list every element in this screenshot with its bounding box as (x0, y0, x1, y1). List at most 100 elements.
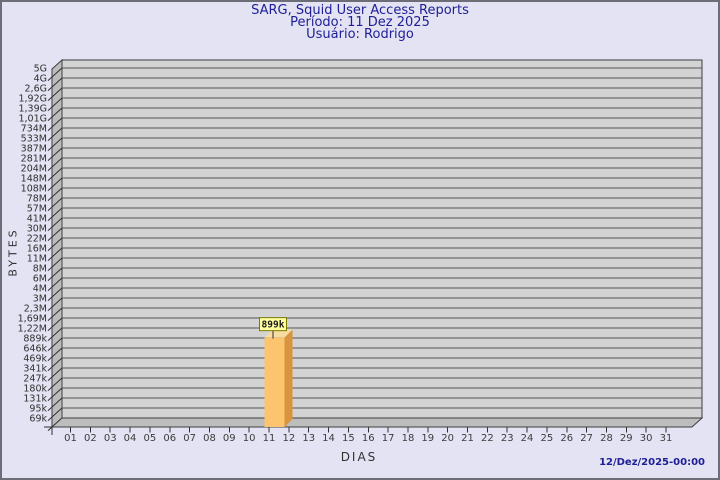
y-tick-label: 1,92G (18, 94, 47, 105)
y-tick-label: 108M (21, 184, 47, 195)
y-tick-label: 69k (29, 414, 47, 425)
y-tick (47, 317, 63, 331)
y-tick (47, 337, 63, 351)
x-tick-label: 26 (560, 433, 573, 444)
y-tick-label: 204M (21, 164, 47, 175)
x-tick-label: 11 (263, 433, 276, 444)
x-tick-label: 03 (104, 433, 117, 444)
x-tick-label: 28 (600, 433, 613, 444)
y-tick-label: 533M (21, 134, 47, 145)
y-tick-label: 889k (23, 334, 47, 345)
x-tick-label: 18 (402, 433, 415, 444)
x-tick-label: 31 (660, 433, 673, 444)
y-tick (47, 327, 63, 341)
y-tick-label: 11M (27, 254, 47, 265)
bar-value-callout (259, 317, 287, 332)
y-tick (47, 257, 63, 271)
y-tick (47, 137, 63, 151)
x-tick-label: 25 (541, 433, 554, 444)
y-tick-label: 1,69M (18, 314, 47, 325)
y-tick (47, 207, 63, 221)
y-tick (47, 387, 63, 401)
report-timestamp: 12/Dez/2025-00:00 (599, 457, 705, 468)
y-axis-title: BYTES (6, 227, 20, 277)
x-tick-label: 15 (342, 433, 355, 444)
y-tick (47, 367, 63, 381)
x-tick-label: 14 (322, 433, 335, 444)
y-tick-label: 4G (34, 74, 47, 85)
y-tick (47, 237, 63, 251)
y-tick (47, 377, 63, 391)
y-tick (47, 187, 63, 201)
y-tick-label: 22M (27, 234, 47, 245)
report-header: SARG, Squid User Access Reports Período:… (2, 3, 718, 42)
x-tick-label: 02 (84, 433, 97, 444)
y-tick (47, 397, 63, 411)
y-tick (47, 197, 63, 211)
floor (50, 417, 704, 428)
y-tick-label: 95k (29, 404, 47, 415)
x-tick-label: 27 (580, 433, 593, 444)
y-tick-label: 2,6G (25, 84, 47, 95)
report-title: SARG, Squid User Access Reports (251, 3, 469, 18)
bar-front (264, 337, 285, 427)
x-tick-label: 22 (481, 433, 494, 444)
y-tick (47, 307, 63, 321)
y-tick (47, 287, 63, 301)
y-tick-label: 387M (21, 144, 47, 155)
y-tick-label: 2,3M (24, 304, 47, 315)
plot-back-wall (61, 59, 703, 419)
x-axis-title: DIAS (340, 450, 378, 464)
bar-side (284, 329, 293, 427)
y-tick-label: 281M (21, 154, 47, 165)
y-tick-label: 131k (23, 394, 47, 405)
x-tick-label: 06 (163, 433, 176, 444)
y-tick (47, 247, 63, 261)
y-tick (47, 127, 63, 141)
x-tick-label: 17 (382, 433, 395, 444)
x-tick-label: 10 (243, 433, 256, 444)
y-tick-label: 3M (33, 294, 47, 305)
y-tick-label: 30M (27, 224, 47, 235)
y-tick-label: 1,39G (18, 104, 47, 115)
y-tick-label: 5G (34, 64, 47, 75)
x-tick-label: 12 (282, 433, 295, 444)
y-tick-label: 148M (21, 174, 47, 185)
y-tick (47, 87, 63, 101)
y-tick-label: 16M (27, 244, 47, 255)
report-user: Usuário: Rodrigo (306, 27, 414, 42)
y-tick-label: 646k (23, 344, 47, 355)
x-tick-label: 29 (620, 433, 633, 444)
y-tick (47, 157, 63, 171)
y-tick (47, 67, 63, 81)
y-tick (47, 297, 63, 311)
bar-top (264, 329, 293, 338)
y-tick-label: 6M (33, 274, 47, 285)
y-tick (47, 357, 63, 371)
y-tick-label: 4M (33, 284, 47, 295)
x-tick-label: 07 (183, 433, 196, 444)
y-tick-label: 734M (21, 124, 47, 135)
y-tick (47, 147, 63, 161)
y-tick-label: 78M (27, 194, 47, 205)
y-tick-label: 469k (23, 354, 47, 365)
x-tick-label: 04 (124, 433, 137, 444)
y-tick (47, 277, 63, 291)
x-tick-label: 24 (521, 433, 534, 444)
y-tick (47, 97, 63, 111)
y-tick (47, 167, 63, 181)
y-tick (47, 107, 63, 121)
y-tick-label: 41M (27, 214, 47, 225)
x-tick-label: 20 (441, 433, 454, 444)
y-tick (47, 77, 63, 91)
bar-value-label: 899k (262, 320, 285, 331)
x-tick-label: 05 (144, 433, 157, 444)
y-tick (47, 227, 63, 241)
y-tick (47, 267, 63, 281)
x-tick-label: 19 (421, 433, 434, 444)
y-tick-label: 180k (23, 384, 47, 395)
y-tick (47, 177, 63, 191)
x-tick-label: 16 (362, 433, 375, 444)
y-tick-label: 247k (23, 374, 47, 385)
